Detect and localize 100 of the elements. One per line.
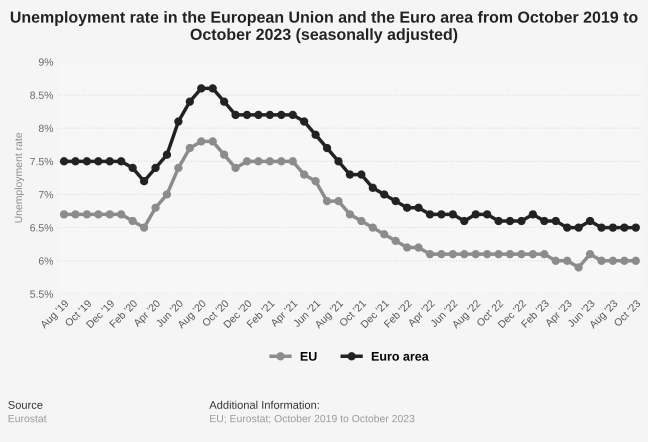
point [608,256,618,265]
point [540,216,548,226]
point [186,97,194,106]
point [528,210,538,219]
y-tick-label: 9% [38,58,54,66]
point [277,157,286,166]
point [208,137,217,146]
point [414,243,423,252]
y-tick-label: 5.5% [30,290,54,298]
point [472,210,480,219]
point [426,250,434,258]
point [242,157,252,166]
point [437,210,446,219]
point [162,150,172,159]
point [322,196,332,206]
point [94,210,103,219]
point [597,256,606,265]
point [368,223,377,232]
y-tick-label: 6.5% [30,224,54,232]
point [106,210,114,219]
chart-title: Unemployment rate in the European Union and the Euro area from October 2019 to October 2023 (seasonally adjusted) [10,11,638,44]
point [380,190,388,199]
point [140,177,148,186]
point [517,250,526,258]
text: Source [8,400,42,409]
point [357,216,366,226]
point [266,157,274,166]
point [174,117,183,126]
point [632,256,640,265]
point [506,216,514,226]
point [117,157,126,166]
point [597,223,606,232]
point [460,250,468,258]
point [300,117,308,126]
point [574,263,583,272]
point [71,157,80,166]
point [402,204,412,212]
point [380,230,388,238]
point [186,144,194,152]
point [151,204,160,212]
point [220,97,228,106]
point [106,157,114,166]
point [334,157,343,166]
point [197,84,206,93]
legend-label: EU [300,352,317,361]
point [231,164,240,172]
point [460,216,468,226]
point [506,250,514,258]
point [220,150,228,159]
point [128,216,137,226]
point [357,170,366,179]
point [162,190,172,199]
point [517,216,526,226]
text: EU; Eurostat; October 2019 to October 2023 [210,414,414,424]
point [391,196,400,206]
point [346,170,354,179]
point [71,210,80,219]
point [448,250,458,258]
point [391,236,400,246]
point [632,223,640,232]
point [266,110,274,120]
y-tick-label: 8.5% [30,92,54,99]
point [94,157,103,166]
point [140,223,148,232]
text: Additional Information: [209,400,319,409]
point [620,223,629,232]
y-tick-label: 6% [38,257,54,265]
point [552,256,560,265]
point [563,256,572,265]
point [608,223,618,232]
point [448,210,458,219]
point [300,170,308,179]
point [254,110,263,120]
point [368,184,377,192]
point [151,164,160,172]
point [60,157,68,166]
point [117,210,126,219]
point [574,223,583,232]
point [482,250,492,258]
point [174,164,183,172]
y-tick-label: 8% [38,124,54,132]
point [472,250,480,258]
point [494,216,503,226]
point [82,157,92,166]
point [311,177,320,186]
point [552,216,560,226]
point [242,110,252,120]
point [277,110,286,120]
point [311,130,320,139]
text: Eurostat [8,414,46,422]
point [334,196,343,206]
point [482,210,492,219]
point [128,164,137,172]
legend-label: Euro area [372,352,429,361]
y-axis-title: Unemployment rate [14,132,24,223]
point [528,250,538,258]
point [288,157,297,166]
point [586,250,594,258]
point [540,250,548,258]
point [288,110,297,120]
